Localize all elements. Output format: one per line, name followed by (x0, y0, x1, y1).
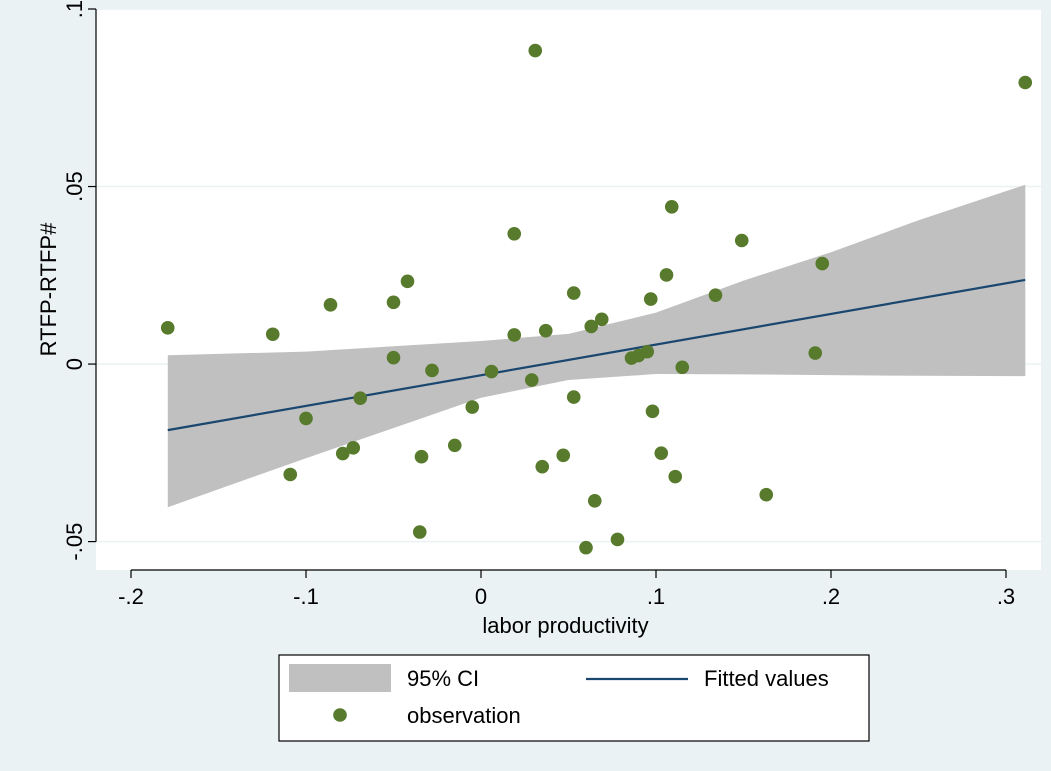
x-axis: -.2 -.1 0 .1 .2 .3 (118, 569, 1015, 609)
data-point (734, 233, 749, 248)
data-point (414, 449, 429, 464)
data-point (400, 274, 415, 289)
data-point (594, 312, 609, 327)
legend-observation-swatch (333, 708, 347, 722)
data-point (664, 199, 679, 214)
legend-ci-label: 95% CI (407, 666, 479, 691)
data-point (412, 525, 427, 539)
data-point (759, 487, 774, 502)
data-point (640, 344, 655, 359)
y-tick-label: .1 (62, 0, 87, 18)
data-point (386, 350, 401, 365)
y-axis: -.05 0 .05 .1 (62, 0, 97, 561)
fitted-values-line (167, 278, 1026, 432)
y-axis-title: RTFP-RTFP# (36, 222, 61, 356)
x-tick-label: .2 (822, 584, 840, 609)
legend-fit-label: Fitted values (704, 666, 829, 691)
data-point (538, 323, 553, 338)
data-point (507, 226, 522, 241)
legend-ci-swatch (289, 664, 391, 692)
data-point (708, 288, 723, 302)
y-tick-label: 0 (62, 358, 87, 370)
data-point (659, 268, 674, 282)
data-point (465, 400, 480, 414)
data-point (584, 319, 599, 334)
data-point (587, 493, 602, 508)
x-axis-title: labor productivity (482, 613, 648, 638)
x-tick-label: -.1 (293, 584, 319, 609)
data-point (524, 373, 539, 387)
data-point (484, 364, 499, 379)
y-tick-label: .05 (62, 171, 87, 202)
data-point (675, 360, 690, 375)
x-tick-label: 0 (475, 584, 487, 609)
data-point (447, 438, 462, 453)
data-point (808, 346, 823, 360)
data-point (645, 404, 660, 419)
x-tick-label: .1 (647, 584, 665, 609)
data-point (1018, 75, 1033, 90)
data-point (346, 441, 361, 455)
data-point (556, 448, 571, 463)
data-point (507, 328, 522, 342)
legend-observation-label: observation (407, 703, 521, 728)
data-point (579, 540, 593, 555)
data-point (323, 297, 338, 312)
data-point (160, 321, 175, 335)
data-point (643, 292, 658, 306)
x-tick-label: -.2 (118, 584, 144, 609)
data-point (265, 327, 280, 342)
observation-points (160, 43, 1033, 555)
data-point (535, 459, 550, 474)
y-tick-label: -.05 (62, 523, 87, 561)
data-point (386, 295, 401, 310)
data-point (299, 411, 313, 426)
data-point (566, 286, 581, 300)
data-point (528, 43, 543, 58)
data-point (815, 256, 830, 271)
data-point (566, 390, 581, 404)
data-point (353, 391, 368, 405)
ci-band (167, 184, 1026, 508)
data-point (654, 446, 669, 460)
data-point (425, 363, 439, 378)
data-point (610, 532, 625, 547)
x-tick-label: .3 (997, 584, 1015, 609)
data-point (283, 467, 298, 482)
data-point (335, 446, 350, 461)
data-point (668, 469, 683, 484)
legend: 95% CI Fitted values observation (278, 654, 870, 742)
